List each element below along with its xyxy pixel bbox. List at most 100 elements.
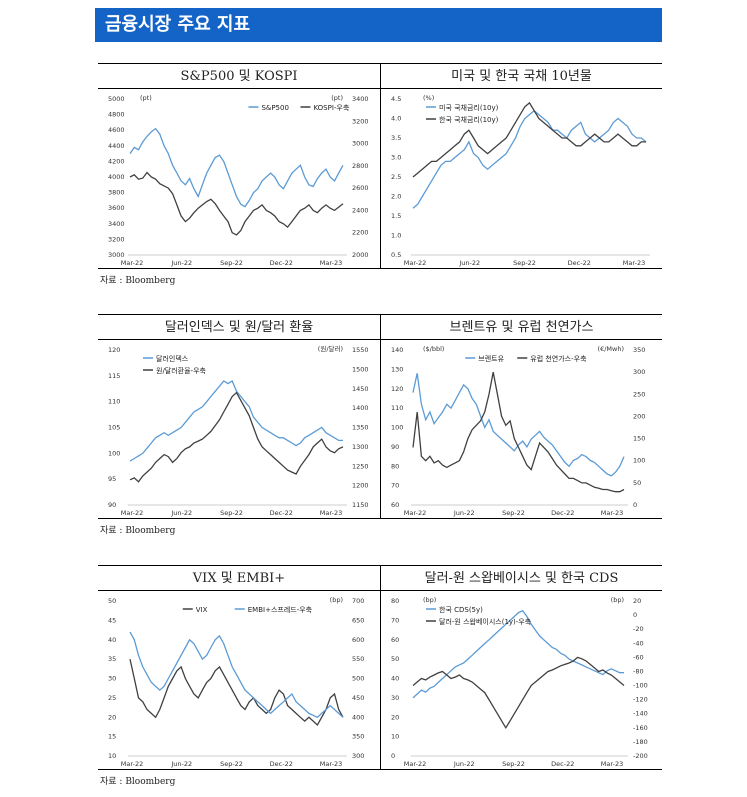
x-tick: Jun-22: [170, 259, 192, 267]
y-tick-left: 90: [108, 501, 116, 509]
y-tick-left: 1.0: [391, 232, 401, 240]
y-tick-right: 0: [633, 611, 637, 619]
y-tick-right: 1350: [352, 424, 369, 432]
y-tick-left: 110: [108, 398, 120, 406]
y-tick-right: 2200: [352, 229, 369, 237]
y-tick-right: 350: [633, 346, 645, 354]
y-tick-left: 140: [391, 346, 403, 354]
y-tick-left: 15: [108, 733, 116, 741]
x-tick: Dec-22: [568, 259, 591, 267]
y-tick-left: 4.5: [391, 95, 401, 103]
y-tick-left: 130: [391, 365, 403, 373]
chart-svg: (pt) (pt) 5000 4800 4600 4400 4200 4000 3800 3600…: [108, 94, 369, 267]
y-tick-left: 105: [108, 424, 120, 432]
y-tick-right: 250: [633, 390, 645, 398]
chart-panel-vix-embi: VIX 및 EMBI+ (bp) 50 45 40 35 30 25 20 15 10 700 650…: [98, 565, 381, 770]
y-tick-right: 1150: [352, 501, 369, 509]
y-tick-right: 200: [633, 412, 645, 420]
y-tick-left: 95: [108, 475, 116, 483]
y-tick-right: -20: [633, 625, 644, 633]
x-tick: Sep-22: [220, 259, 243, 267]
y-tick-right: 1550: [352, 346, 369, 354]
source-note: 자료 : Bloomberg: [100, 526, 176, 536]
chart-panel-us-kr-10y: 미국 및 한국 국채 10년물 (%) 4.5 4.0 3.5 3.0 2.5 2.0 1.5…: [381, 63, 662, 269]
legend-label: KOSPI-우축: [313, 103, 349, 112]
y-tick-left: 4200: [108, 157, 125, 165]
y-tick-left: 4600: [108, 126, 125, 134]
series-line-2: [129, 391, 344, 483]
y-tick-left: 60: [391, 501, 399, 509]
series-line-1: [412, 373, 625, 477]
y-tick-right: 300: [633, 368, 645, 376]
y-tick-left: 90: [391, 443, 399, 451]
y-tick-right: -80: [633, 667, 644, 675]
y-tick-right: 2400: [352, 206, 369, 214]
y-tick-left: 4400: [108, 142, 125, 150]
y-tick-right: 100: [633, 457, 645, 465]
y-tick-left: 2.5: [391, 173, 401, 181]
y-tick-right: 1300: [352, 443, 369, 451]
right-unit-label: (pt): [331, 94, 343, 102]
x-tick: Mar-22: [404, 760, 426, 768]
y-tick-left: 1.5: [391, 212, 401, 220]
y-tick-left: 3000: [108, 251, 125, 259]
chart-title: 브렌트유 및 유럽 천연가스: [449, 320, 594, 335]
x-tick: Jun-22: [453, 509, 475, 517]
y-tick-right: -200: [633, 752, 648, 760]
y-tick-right: 2600: [352, 184, 369, 192]
y-tick-right: 550: [352, 655, 364, 663]
page-header: 금융시장 주요 지표: [95, 8, 662, 42]
y-tick-right: -120: [633, 696, 648, 704]
y-tick-right: 20: [633, 597, 641, 605]
y-tick-left: 3800: [108, 189, 125, 197]
y-tick-left: 115: [108, 372, 120, 380]
x-tick: Dec-22: [551, 760, 574, 768]
chart-title: 달러-원 스왑베이시스 및 한국 CDS: [424, 571, 619, 586]
y-tick-right: 2000: [352, 251, 369, 259]
y-tick-right: 50: [633, 479, 641, 487]
y-tick-left: 2.0: [391, 193, 401, 201]
chart-svg: (bp) (bp) 80 70 60 50 40 30 20 10 0 20 0 -20 -40 -60 -80…: [391, 596, 648, 768]
x-tick: Sep-22: [220, 509, 243, 517]
x-tick: Dec-22: [270, 760, 293, 768]
x-tick: Mar-23: [320, 509, 342, 517]
y-tick-right: 3000: [352, 140, 369, 148]
x-tick: Jun-22: [453, 760, 475, 768]
series-line-2: [412, 656, 625, 730]
y-tick-right: 500: [352, 675, 364, 683]
x-tick: Sep-22: [502, 509, 525, 517]
x-tick: Jun-22: [458, 259, 480, 267]
legend-label: 브렌트유: [478, 354, 504, 363]
y-tick-right: 300: [352, 752, 364, 760]
y-tick-left: 80: [391, 462, 399, 470]
x-tick: Sep-22: [513, 259, 536, 267]
y-tick-right: 450: [352, 694, 364, 702]
y-tick-left: 5000: [108, 95, 125, 103]
chart-title: 달러인덱스 및 원/달러 환율: [164, 320, 314, 335]
y-tick-right: -180: [633, 738, 648, 746]
series-line-2: [129, 171, 344, 236]
legend-label: 한국 CDS(5y): [439, 606, 483, 614]
y-tick-left: 120: [108, 346, 120, 354]
x-tick: Mar-22: [404, 259, 426, 267]
legend-label: 달러인덱스: [156, 354, 189, 363]
y-tick-left: 50: [108, 597, 116, 605]
right-unit-label: (bp): [611, 596, 624, 604]
y-tick-right: -100: [633, 682, 648, 690]
x-tick: Sep-22: [220, 760, 243, 768]
legend-label: 미국 국채금리(10y): [439, 103, 499, 112]
x-tick: Dec-22: [270, 509, 293, 517]
y-tick-left: 25: [108, 694, 116, 702]
chart-svg: (원/달러) 120 115 110 105 100 95 90 1550 1500 1450 140…: [108, 344, 369, 517]
source-note: 자료 : Bloomberg: [100, 777, 176, 787]
x-tick: Dec-22: [551, 509, 574, 517]
legend-label: 한국 국채금리(10y): [439, 115, 499, 124]
y-tick-left: 50: [391, 655, 399, 663]
y-tick-right: 1250: [352, 462, 369, 470]
y-tick-left: 70: [391, 482, 399, 490]
y-tick-left: 20: [391, 713, 399, 721]
y-tick-right: 650: [352, 616, 364, 624]
x-tick: Mar-23: [601, 760, 623, 768]
chart-panel-dxy-usdkrw: 달러인덱스 및 원/달러 환율 (원/달러) 120 115 110 105 100 95 9…: [98, 314, 381, 519]
